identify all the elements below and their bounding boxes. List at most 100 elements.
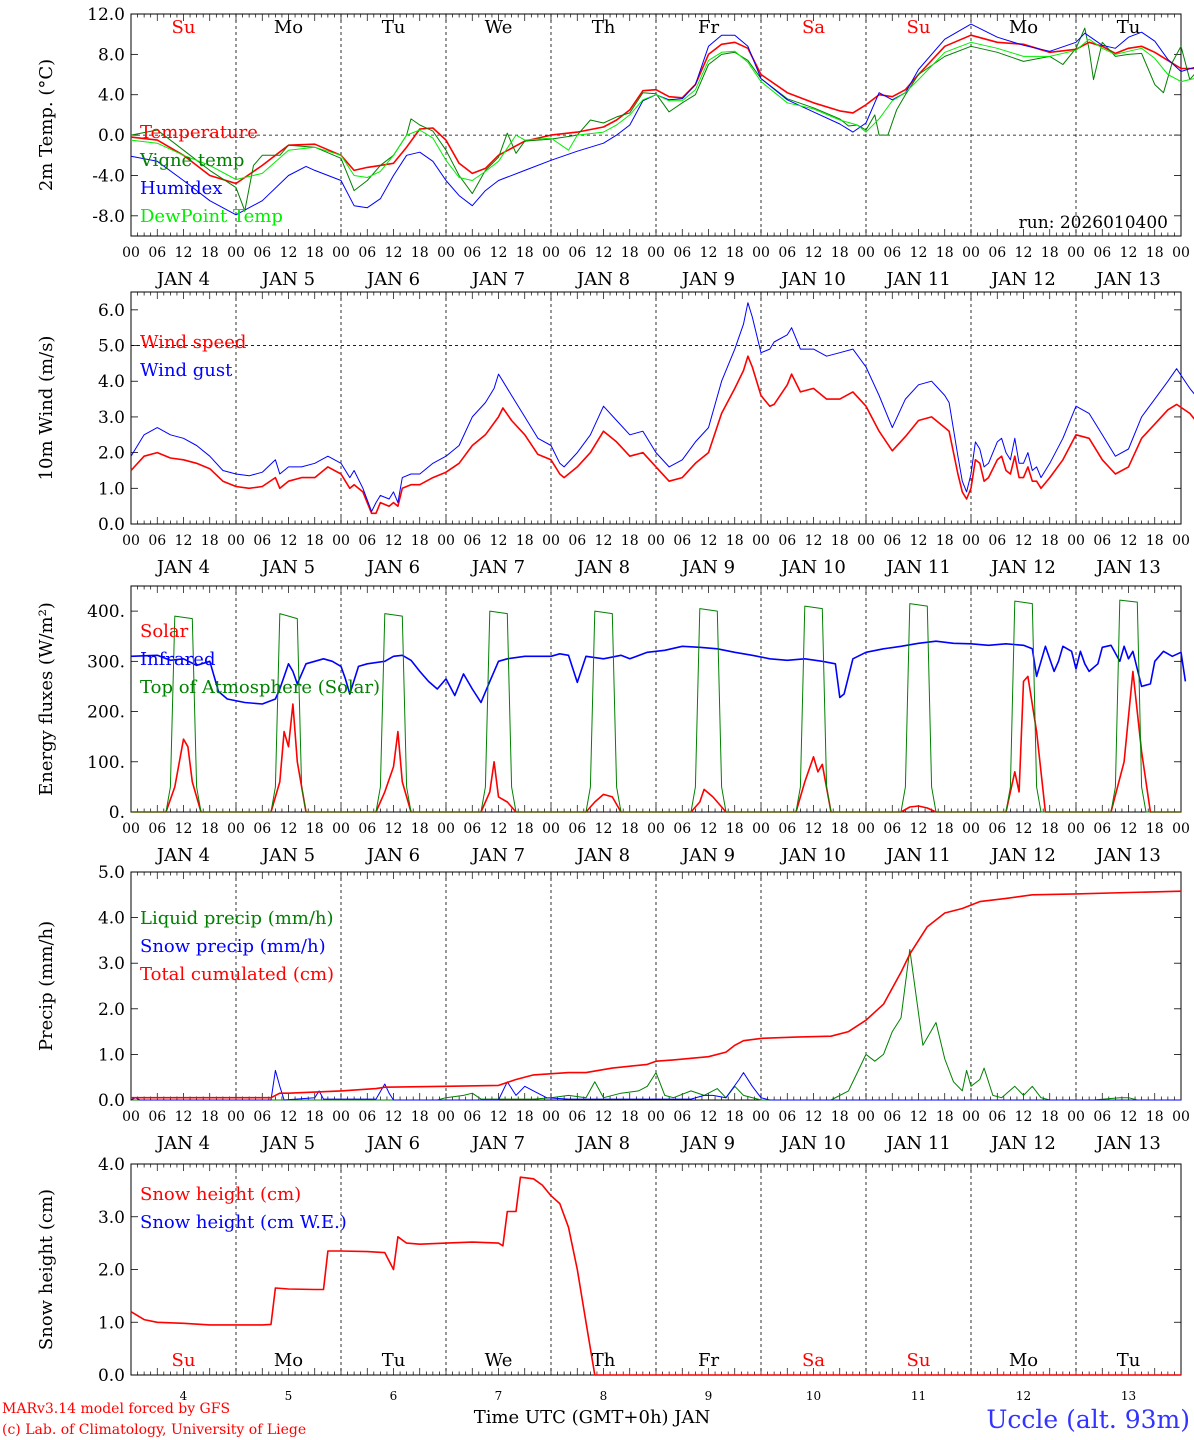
panel-precip: 0.0 1.0 2.0 3.0 4.0 5.0 Precip (mm/h) 00 06 12 18 J… [36,863,1190,1154]
hour-tick-label: 12 [385,1109,403,1125]
hour-tick-label: 06 [988,245,1006,261]
day-label: JAN 10 [779,269,846,290]
weekday-label: Mo [1009,1350,1038,1371]
hour-tick-label: 00 [122,245,140,261]
hour-tick-label: 06 [568,821,586,837]
hour-tick-label: 06 [358,533,376,549]
hour-tick-label: 06 [883,821,901,837]
hour-tick-label: 00 [1067,533,1085,549]
y-tick-label: 1.0 [98,1313,125,1333]
legend-entry: Humidex [140,178,222,199]
legend-entry: Temperature [140,122,258,143]
hour-tick-label: 18 [516,1109,534,1125]
hour-tick-label: 06 [568,533,586,549]
hour-tick-label: 18 [411,245,429,261]
hour-tick-label: 06 [358,245,376,261]
hour-tick-label: 06 [358,1109,376,1125]
day-number-label: 4 [180,1389,188,1403]
y-tick-label: 0.0 [98,1091,125,1111]
hour-tick-label: 06 [883,1109,901,1125]
hour-tick-label: 12 [175,821,193,837]
series-line-infrared [130,640,1187,705]
hour-tick-label: 00 [542,245,560,261]
day-label: JAN 12 [989,1133,1056,1154]
hour-tick-label: 12 [385,533,403,549]
hour-tick-label: 12 [1015,245,1033,261]
weekday-label: Th [592,17,616,38]
hour-tick-label: 18 [201,245,219,261]
hour-tick-label: 00 [122,1109,140,1125]
hour-tick-label: 06 [673,821,691,837]
day-label: JAN 6 [365,1133,420,1154]
hour-tick-label: 00 [962,821,980,837]
y-tick-label: 3.0 [98,408,125,428]
hour-tick-label: 18 [306,821,324,837]
hour-tick-label: 06 [148,533,166,549]
legend-entry: Infrared [140,649,215,670]
day-label: JAN 4 [155,557,210,578]
hour-tick-label: 12 [700,821,718,837]
hour-tick-label: 00 [542,1109,560,1125]
series-line-solar [131,670,1181,813]
hour-tick-label: 00 [332,1109,350,1125]
legend-entry: Total cumulated (cm) [140,964,334,985]
hour-tick-label: 18 [621,533,639,549]
day-label: JAN 6 [365,269,420,290]
hour-tick-label: 18 [306,245,324,261]
hour-tick-label: 00 [122,821,140,837]
hour-tick-label: 12 [700,245,718,261]
y-tick-label: 0.0 [98,1366,125,1386]
hour-tick-label: 18 [306,1109,324,1125]
hour-tick-label: 06 [673,533,691,549]
hour-tick-label: 00 [122,533,140,549]
hour-tick-label: 06 [253,821,271,837]
y-tick-label: 0.0 [98,126,125,146]
y-tick-label: 4.0 [98,909,125,929]
hour-tick-label: 12 [1120,1109,1138,1125]
day-label: JAN 7 [470,269,525,290]
hour-tick-label: 12 [595,1109,613,1125]
y-tick-label: 12.0 [87,5,125,25]
hour-tick-label: 18 [1146,245,1164,261]
day-label: JAN 7 [470,1133,525,1154]
weekday-label: Mo [274,17,303,38]
hour-tick-label: 06 [463,821,481,837]
y-tick-label: 2.0 [98,444,125,464]
hour-tick-label: 00 [227,821,245,837]
hour-tick-label: 18 [831,821,849,837]
y-tick-label: 8.0 [98,45,125,65]
day-label: JAN 4 [155,269,210,290]
legend-entry: DewPoint Temp [140,206,283,227]
legend-entry: Snow height (cm W.E.) [140,1212,347,1233]
hour-tick-label: 06 [253,533,271,549]
hour-tick-label: 06 [568,1109,586,1125]
legend-entry: Wind speed [140,332,246,353]
hour-tick-label: 12 [595,533,613,549]
hour-tick-label: 06 [358,821,376,837]
hour-tick-label: 18 [1041,245,1059,261]
hour-tick-label: 12 [280,821,298,837]
hour-tick-label: 12 [280,245,298,261]
hour-tick-label: 18 [621,245,639,261]
legend-entry: Snow precip (mm/h) [140,936,326,957]
weekday-label: Mo [274,1350,303,1371]
hour-tick-label: 06 [148,245,166,261]
day-label: JAN 11 [884,269,951,290]
hour-tick-label: 00 [962,533,980,549]
model-credit: MARv3.14 model forced by GFS [2,1401,230,1417]
hour-tick-label: 12 [490,245,508,261]
day-label: JAN 5 [260,557,315,578]
hour-tick-label: 00 [1067,821,1085,837]
legend-entry: Wind gust [140,360,233,381]
day-number-label: 6 [390,1389,398,1403]
hour-tick-label: 18 [411,533,429,549]
y-axis-label: Energy fluxes (W/m²) [36,602,57,796]
day-label: JAN 13 [1094,845,1161,866]
hour-tick-label: 00 [647,245,665,261]
day-label: JAN 11 [884,845,951,866]
weekday-label: We [485,1350,513,1371]
hour-tick-label: 12 [175,1109,193,1125]
hour-tick-label: 06 [673,245,691,261]
day-label: JAN 10 [779,1133,846,1154]
hour-tick-label: 06 [778,245,796,261]
